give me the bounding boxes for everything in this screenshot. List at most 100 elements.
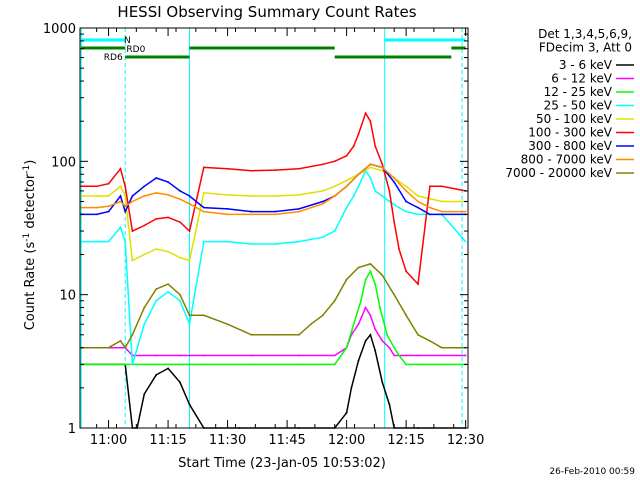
y-tick-label: 100: [51, 155, 76, 170]
series-6-point: [298, 207, 300, 210]
series-8-point: [250, 333, 253, 336]
y-label-main: Count Rate (s: [23, 242, 38, 331]
series-8-point: [345, 278, 348, 281]
series-3-point: [107, 240, 110, 243]
series-1-point: [388, 346, 391, 349]
series-3-point: [95, 240, 98, 243]
series-6-point: [179, 190, 181, 192]
x-tick-label: 11:45: [268, 433, 305, 448]
y-label-end: ): [23, 160, 38, 165]
series-7-point: [202, 210, 205, 213]
series-7-point: [80, 206, 83, 209]
series-7-point: [167, 194, 169, 196]
series-1-point: [374, 328, 377, 331]
series-4-point: [369, 166, 372, 169]
series-5-point: [202, 166, 205, 169]
series-4-point: [440, 200, 443, 203]
series-2-point: [393, 346, 396, 349]
series-7-point: [95, 206, 98, 209]
series-4-point: [417, 195, 419, 197]
series-3-point: [405, 210, 408, 213]
series-8-point: [440, 346, 443, 349]
series-5-point: [440, 185, 443, 188]
series-2-point: [369, 270, 372, 273]
series-8-point: [143, 306, 146, 309]
series-6-point: [405, 200, 408, 203]
series-1-point: [179, 354, 181, 357]
series-2-point: [398, 354, 400, 357]
series-8-point: [107, 346, 110, 349]
x-tick-label: 12:15: [387, 433, 424, 448]
series-1-point: [333, 354, 336, 357]
series-0-point: [350, 386, 353, 389]
y-tick-label: 1000: [43, 22, 76, 37]
legend-label-0: 3 - 6 keV: [559, 58, 613, 72]
series-5-point: [405, 270, 408, 273]
series-8-point: [405, 314, 408, 317]
series-2-point: [379, 306, 381, 309]
series-0-point: [388, 403, 391, 406]
y-tick-label: 1: [68, 422, 76, 437]
series-6-point: [393, 181, 396, 183]
series-8-point: [124, 346, 127, 349]
series-8-point: [369, 263, 372, 265]
series-6-point: [188, 195, 191, 197]
y-label-mid: detector: [23, 173, 38, 233]
series-0-point: [167, 367, 169, 370]
series-6-point: [124, 210, 127, 213]
series-4-point: [226, 194, 229, 196]
x-tick-label: 11:15: [149, 433, 186, 448]
series-6-point: [143, 185, 146, 188]
series-1-point: [381, 340, 384, 342]
series-line-6: [81, 163, 466, 216]
series-7-point: [226, 213, 229, 216]
series-7-point: [298, 210, 300, 213]
series-8-point: [95, 346, 98, 349]
series-7-point: [381, 166, 384, 169]
series-4-point: [381, 169, 384, 172]
y-label-sup2: -1: [22, 165, 32, 174]
series-3-point: [274, 243, 277, 245]
series-5-point: [188, 230, 191, 232]
series-line-8: [81, 263, 466, 350]
series-8-point: [167, 283, 169, 286]
series-7-point: [345, 185, 348, 188]
series-3-point: [398, 206, 400, 209]
series-4-point: [155, 248, 158, 250]
series-3-point: [167, 290, 169, 293]
series-4-point: [95, 195, 98, 197]
series-7-point: [393, 177, 396, 179]
series-4-point: [143, 253, 146, 256]
series-5-point: [345, 154, 348, 157]
series-1-point: [298, 354, 300, 357]
series-4-point: [124, 195, 127, 197]
series-3-point: [321, 236, 324, 239]
series-5-point: [250, 169, 253, 172]
series-4-point: [167, 250, 169, 253]
series-3-point: [352, 195, 355, 197]
series-5-point: [95, 185, 98, 188]
series-3-point: [357, 185, 360, 188]
legend-header-line: Det 1,3,4,5,6,9,: [538, 27, 632, 41]
x-axis-label: Start Time (23-Jan-05 10:53:02): [178, 456, 386, 471]
series-3-point: [333, 230, 336, 232]
series-0-point: [345, 411, 348, 414]
series-4-point: [345, 179, 348, 182]
series-4-point: [80, 195, 83, 197]
series-8-point: [131, 333, 134, 336]
series-4-point: [333, 185, 336, 188]
series-5-point: [417, 283, 419, 286]
series-7-point: [143, 195, 146, 197]
legend-label-3: 25 - 50 keV: [544, 99, 613, 113]
legend-label-8: 7000 - 20000 keV: [505, 166, 612, 180]
chart-title: HESSI Observing Summary Count Rates: [117, 3, 416, 21]
x-tick-label: 11:30: [209, 433, 246, 448]
series-4-point: [202, 191, 205, 194]
series-6-point: [250, 210, 253, 213]
series-line-0: [81, 333, 466, 429]
series-2-point: [188, 363, 191, 366]
series-1-point: [155, 354, 158, 357]
series-5-point: [388, 190, 391, 192]
